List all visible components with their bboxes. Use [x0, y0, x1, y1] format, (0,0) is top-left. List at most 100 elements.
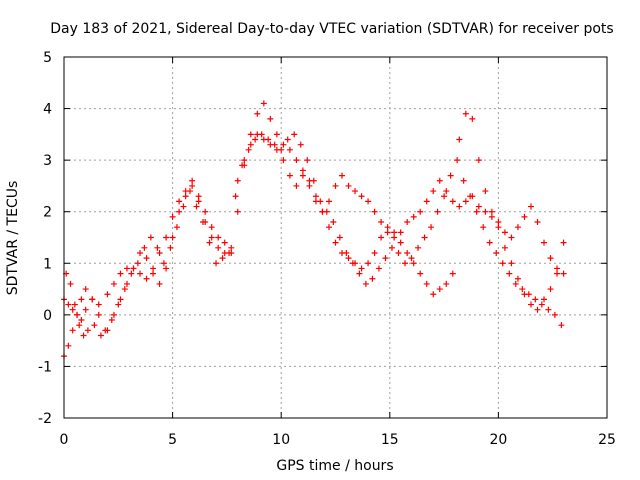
data-point [560, 239, 567, 246]
data-point [71, 301, 78, 308]
data-point [208, 224, 215, 231]
data-point [280, 157, 287, 164]
data-point [473, 208, 480, 215]
data-point [345, 255, 352, 262]
data-point [226, 249, 233, 256]
data-point [293, 182, 300, 189]
chart-title: Day 183 of 2021, Sidereal Day-to-day VTE… [50, 21, 613, 37]
data-point [104, 291, 111, 298]
data-point [554, 270, 561, 277]
data-point [456, 203, 463, 210]
data-point [486, 239, 493, 246]
data-point [443, 188, 450, 195]
data-point [514, 224, 521, 231]
data-point [560, 270, 567, 277]
data-point [495, 219, 502, 226]
data-point [480, 224, 487, 231]
data-point [434, 208, 441, 215]
data-point [339, 249, 346, 256]
data-point [78, 296, 85, 303]
data-point [447, 172, 454, 179]
data-point [325, 224, 332, 231]
data-point [95, 311, 102, 318]
data-point [97, 332, 104, 339]
data-point [195, 198, 202, 205]
data-point [213, 260, 220, 267]
data-point [180, 203, 187, 210]
data-point [508, 234, 515, 241]
data-point [141, 244, 148, 251]
data-point [514, 275, 521, 282]
data-point [110, 311, 117, 318]
data-point [150, 265, 157, 272]
data-point [293, 157, 300, 164]
data-point [123, 265, 130, 272]
data-point [554, 265, 561, 272]
data-point [456, 136, 463, 143]
data-point [167, 244, 174, 251]
data-point [378, 234, 385, 241]
data-point [241, 157, 248, 164]
data-point [247, 141, 254, 148]
data-point [534, 306, 541, 313]
x-tick-label: 15 [381, 432, 399, 448]
data-point [467, 193, 474, 200]
data-point [336, 234, 343, 241]
data-point [547, 255, 554, 262]
data-point [488, 208, 495, 215]
data-point [143, 255, 150, 262]
data-point [384, 224, 391, 231]
data-point [291, 131, 298, 138]
data-point [362, 280, 369, 287]
data-point [417, 208, 424, 215]
data-point [395, 249, 402, 256]
data-point [501, 229, 508, 236]
data-point [267, 115, 274, 122]
data-point [202, 208, 209, 215]
data-point [76, 322, 83, 329]
data-point [104, 327, 111, 334]
data-point [488, 213, 495, 220]
series-track-c [63, 110, 567, 339]
y-tick-label: -2 [38, 411, 52, 427]
data-point [189, 182, 196, 189]
y-tick-label: 4 [43, 102, 52, 118]
ticks [63, 56, 608, 419]
data-point [115, 301, 122, 308]
data-point [532, 296, 539, 303]
data-point [402, 260, 409, 267]
data-point [527, 203, 534, 210]
data-point [415, 244, 422, 251]
data-point [408, 255, 415, 262]
data-point [176, 198, 183, 205]
data-point [365, 260, 372, 267]
data-point [423, 280, 430, 287]
data-point [371, 208, 378, 215]
data-point [297, 141, 304, 148]
data-point [499, 260, 506, 267]
data-point [91, 322, 98, 329]
data-point [558, 322, 565, 329]
data-point [156, 249, 163, 256]
data-point [512, 280, 519, 287]
data-point [95, 301, 102, 308]
data-point [189, 177, 196, 184]
data-point [252, 136, 259, 143]
data-point [441, 193, 448, 200]
y-tick-label: 5 [43, 50, 52, 66]
data-point [330, 219, 337, 226]
x-tick-label: 10 [272, 432, 290, 448]
data-point [352, 260, 359, 267]
tick-labels: 0 5 10 15 20 25 -2 -1 0 1 2 3 4 5 [38, 50, 616, 448]
data-point [299, 172, 306, 179]
data-point [469, 115, 476, 122]
data-point [545, 306, 552, 313]
data-point [312, 193, 319, 200]
data-point [215, 244, 222, 251]
data-point [67, 280, 74, 287]
data-marks [61, 100, 567, 360]
data-point [82, 306, 89, 313]
data-point [332, 182, 339, 189]
data-point [527, 301, 534, 308]
